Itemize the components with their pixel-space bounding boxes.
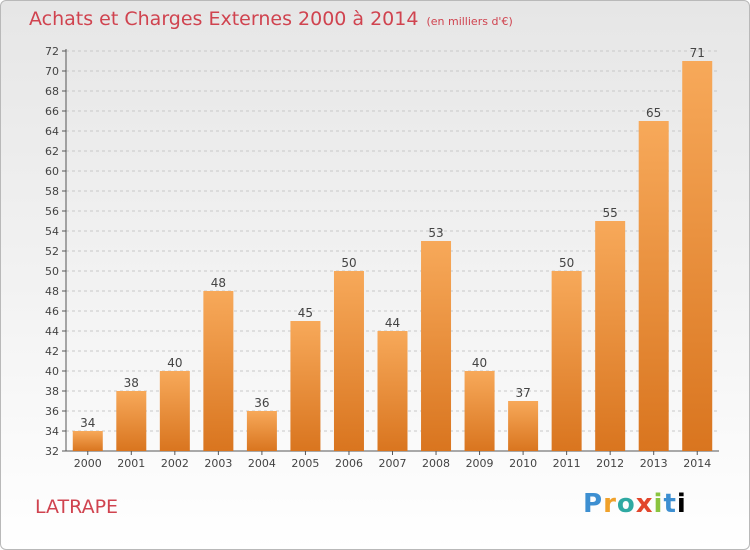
bar-value-label: 71: [690, 46, 705, 60]
chart-title: Achats et Charges Externes 2000 à 2014 (e…: [29, 8, 513, 30]
x-tick-label: 2003: [204, 457, 232, 470]
bar-2013: [638, 121, 669, 451]
bar-value-label: 36: [254, 396, 269, 410]
bar-value-label: 40: [167, 356, 182, 370]
y-tick-label: 44: [45, 325, 59, 338]
bar-value-label: 38: [124, 376, 139, 390]
y-tick-label: 40: [45, 365, 59, 378]
bar-2011: [551, 271, 582, 451]
bar-2009: [464, 371, 495, 451]
bar-value-label: 40: [472, 356, 487, 370]
y-tick-label: 42: [45, 345, 59, 358]
x-tick-label: 2013: [640, 457, 668, 470]
bar-value-label: 50: [559, 256, 574, 270]
bar-value-label: 53: [428, 226, 443, 240]
x-tick-label: 2001: [117, 457, 145, 470]
bar-2010: [508, 401, 539, 451]
y-tick-label: 72: [45, 45, 59, 58]
y-tick-label: 36: [45, 405, 59, 418]
bar-value-label: 50: [341, 256, 356, 270]
bar-value-label: 34: [80, 416, 95, 430]
y-tick-label: 46: [45, 305, 59, 318]
bar-2005: [290, 321, 321, 451]
bar-value-label: 44: [385, 316, 400, 330]
x-tick-label: 2004: [248, 457, 276, 470]
labels: 32 34 36 38 40 42 44 46 48 50 52 54 56 58 60 62 64 66 68 70…: [45, 45, 711, 470]
y-tick-label: 50: [45, 265, 59, 278]
proxiti-logo[interactable]: Proxiti: [583, 489, 687, 519]
chart-subtitle: (en milliers d'€): [426, 15, 513, 28]
x-tick-label: 2002: [161, 457, 189, 470]
y-tick-label: 64: [45, 125, 59, 138]
bar-value-label: 65: [646, 106, 661, 120]
y-tick-label: 62: [45, 145, 59, 158]
x-tick-label: 2000: [74, 457, 102, 470]
y-tick-label: 68: [45, 85, 59, 98]
y-tick-label: 66: [45, 105, 59, 118]
bar-value-label: 37: [515, 386, 530, 400]
x-tick-label: 2005: [291, 457, 319, 470]
bar-2000: [72, 431, 103, 451]
bar-value-label: 48: [211, 276, 226, 290]
bar-2008: [421, 241, 452, 451]
chart-title-text: Achats et Charges Externes 2000 à 2014: [29, 8, 419, 30]
y-tick-label: 58: [45, 185, 59, 198]
x-tick-label: 2014: [683, 457, 711, 470]
x-tick-label: 2009: [466, 457, 494, 470]
y-tick-label: 32: [45, 445, 59, 458]
bar-2014: [682, 61, 713, 451]
bar-2002: [159, 371, 190, 451]
bar-2007: [377, 331, 408, 451]
x-tick-label: 2012: [596, 457, 624, 470]
x-tick-label: 2010: [509, 457, 537, 470]
y-tick-label: 60: [45, 165, 59, 178]
commune-name: LATRAPE: [35, 496, 119, 518]
y-tick-label: 52: [45, 245, 59, 258]
bars: [72, 61, 713, 451]
bar-2004: [246, 411, 277, 451]
x-tick-label: 2011: [553, 457, 581, 470]
bar-value-label: 55: [603, 206, 618, 220]
bar-2006: [333, 271, 364, 451]
x-tick-label: 2007: [379, 457, 407, 470]
bar-2001: [116, 391, 147, 451]
x-tick-label: 2006: [335, 457, 363, 470]
y-tick-label: 70: [45, 65, 59, 78]
y-tick-label: 48: [45, 285, 59, 298]
bar-2003: [203, 291, 234, 451]
y-tick-label: 56: [45, 205, 59, 218]
x-tick-label: 2008: [422, 457, 450, 470]
y-tick-label: 38: [45, 385, 59, 398]
bar-2012: [595, 221, 626, 451]
bar-value-label: 45: [298, 306, 313, 320]
y-tick-label: 34: [45, 425, 59, 438]
y-tick-label: 54: [45, 225, 59, 238]
